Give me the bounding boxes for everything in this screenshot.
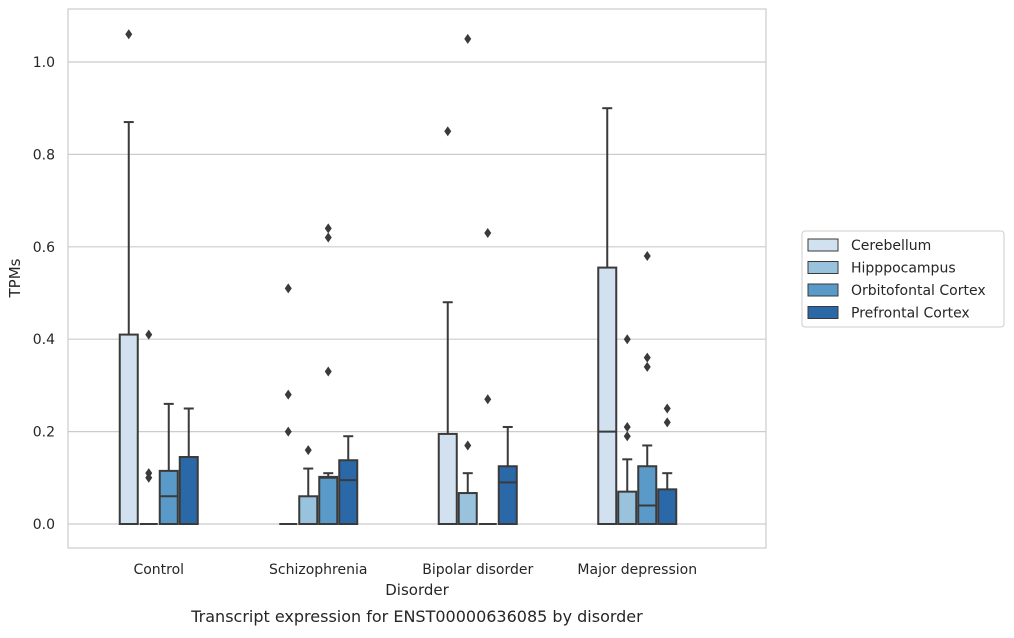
outlier-point bbox=[643, 352, 651, 363]
box-hipppocampus bbox=[457, 472, 478, 525]
legend-label: Orbitofontal Cortex bbox=[851, 283, 986, 299]
y-tick-label: 1.0 bbox=[33, 55, 55, 71]
legend-label: Hipppocampus bbox=[851, 261, 956, 277]
box-prefrontal-cortex bbox=[338, 435, 359, 525]
box-rect bbox=[158, 469, 179, 525]
outlier-point bbox=[484, 394, 492, 405]
legend-label: Cerebellum bbox=[851, 238, 931, 254]
outlier-point bbox=[444, 126, 452, 137]
outlier-point bbox=[324, 366, 332, 377]
outlier-point bbox=[145, 329, 153, 340]
plot-frame bbox=[67, 8, 767, 549]
box-cerebellum bbox=[597, 107, 618, 525]
box-orbitofontal-cortex bbox=[158, 402, 179, 525]
outlier-point bbox=[304, 445, 312, 456]
box-layer bbox=[118, 107, 678, 526]
box-rect bbox=[457, 492, 478, 525]
box-rect bbox=[597, 266, 618, 525]
x-tick-label: Major depression bbox=[577, 562, 697, 578]
x-tick-labels: Control Schizophrenia Bipolar disorder Majo… bbox=[133, 562, 697, 578]
x-axis-label: Disorder bbox=[385, 581, 449, 599]
legend-swatch bbox=[807, 283, 839, 297]
box-cerebellum bbox=[118, 121, 139, 525]
chart-caption: Transcript expression for ENST0000063608… bbox=[190, 607, 643, 626]
legend-swatch bbox=[807, 306, 839, 319]
box-orbitofontal-cortex bbox=[318, 472, 339, 526]
outlier-point bbox=[663, 403, 671, 414]
x-tick-label: Bipolar disorder bbox=[422, 562, 533, 578]
box-rect bbox=[298, 495, 319, 525]
legend-items: Cerebellum Hipppocampus Orbitofontal Corte… bbox=[807, 238, 986, 322]
box-rect bbox=[437, 432, 458, 525]
outlier-point bbox=[324, 223, 332, 234]
x-tick-label: Schizophrenia bbox=[269, 562, 367, 578]
grid-layer bbox=[68, 61, 766, 525]
legend-frame bbox=[801, 230, 1005, 328]
outlier-point bbox=[643, 251, 651, 262]
outlier-point bbox=[284, 426, 292, 437]
outlier-point bbox=[484, 227, 492, 238]
outlier-point bbox=[623, 334, 631, 345]
y-tick-label: 0.4 bbox=[33, 332, 55, 348]
box-rect bbox=[657, 488, 678, 526]
outlier-point bbox=[643, 361, 651, 372]
legend-swatch bbox=[807, 261, 839, 274]
box-orbitofontal-cortex bbox=[637, 444, 658, 525]
legend: Cerebellum Hipppocampus Orbitofontal Corte… bbox=[801, 230, 1005, 328]
box-rect bbox=[318, 475, 339, 526]
box-prefrontal-cortex bbox=[657, 472, 678, 526]
box-cerebellum bbox=[437, 301, 458, 525]
legend-swatch bbox=[807, 238, 839, 252]
box-hipppocampus bbox=[617, 458, 638, 526]
outlier-point bbox=[663, 417, 671, 428]
outlier-point bbox=[464, 33, 472, 44]
y-tick-label: 0.8 bbox=[33, 147, 55, 163]
outlier-point bbox=[125, 29, 133, 40]
box-rect bbox=[178, 456, 199, 526]
y-tick-label: 0.2 bbox=[33, 425, 55, 441]
y-tick-label: 0.0 bbox=[33, 517, 55, 533]
x-tick-label: Control bbox=[133, 562, 184, 578]
legend-label: Prefrontal Cortex bbox=[851, 306, 970, 322]
box-rect bbox=[338, 459, 359, 525]
outlier-point bbox=[623, 421, 631, 432]
y-tick-labels: 0.0 0.2 0.4 0.6 0.8 1.0 bbox=[33, 55, 55, 533]
box-rect bbox=[617, 490, 638, 526]
y-axis-label: TPMs bbox=[6, 258, 24, 298]
y-tick-label: 0.6 bbox=[33, 240, 55, 256]
box-rect bbox=[118, 333, 139, 525]
outlier-point bbox=[284, 389, 292, 400]
outlier-point bbox=[623, 431, 631, 442]
box-hipppocampus bbox=[298, 467, 319, 525]
box-prefrontal-cortex bbox=[178, 407, 199, 526]
outlier-point bbox=[464, 440, 472, 451]
box-rect bbox=[637, 465, 658, 525]
box-prefrontal-cortex bbox=[497, 425, 518, 525]
outlier-layer bbox=[125, 29, 671, 483]
outlier-point bbox=[284, 283, 292, 294]
outlier-point bbox=[145, 468, 153, 479]
outlier-point bbox=[324, 232, 332, 243]
box-rect bbox=[497, 465, 518, 525]
